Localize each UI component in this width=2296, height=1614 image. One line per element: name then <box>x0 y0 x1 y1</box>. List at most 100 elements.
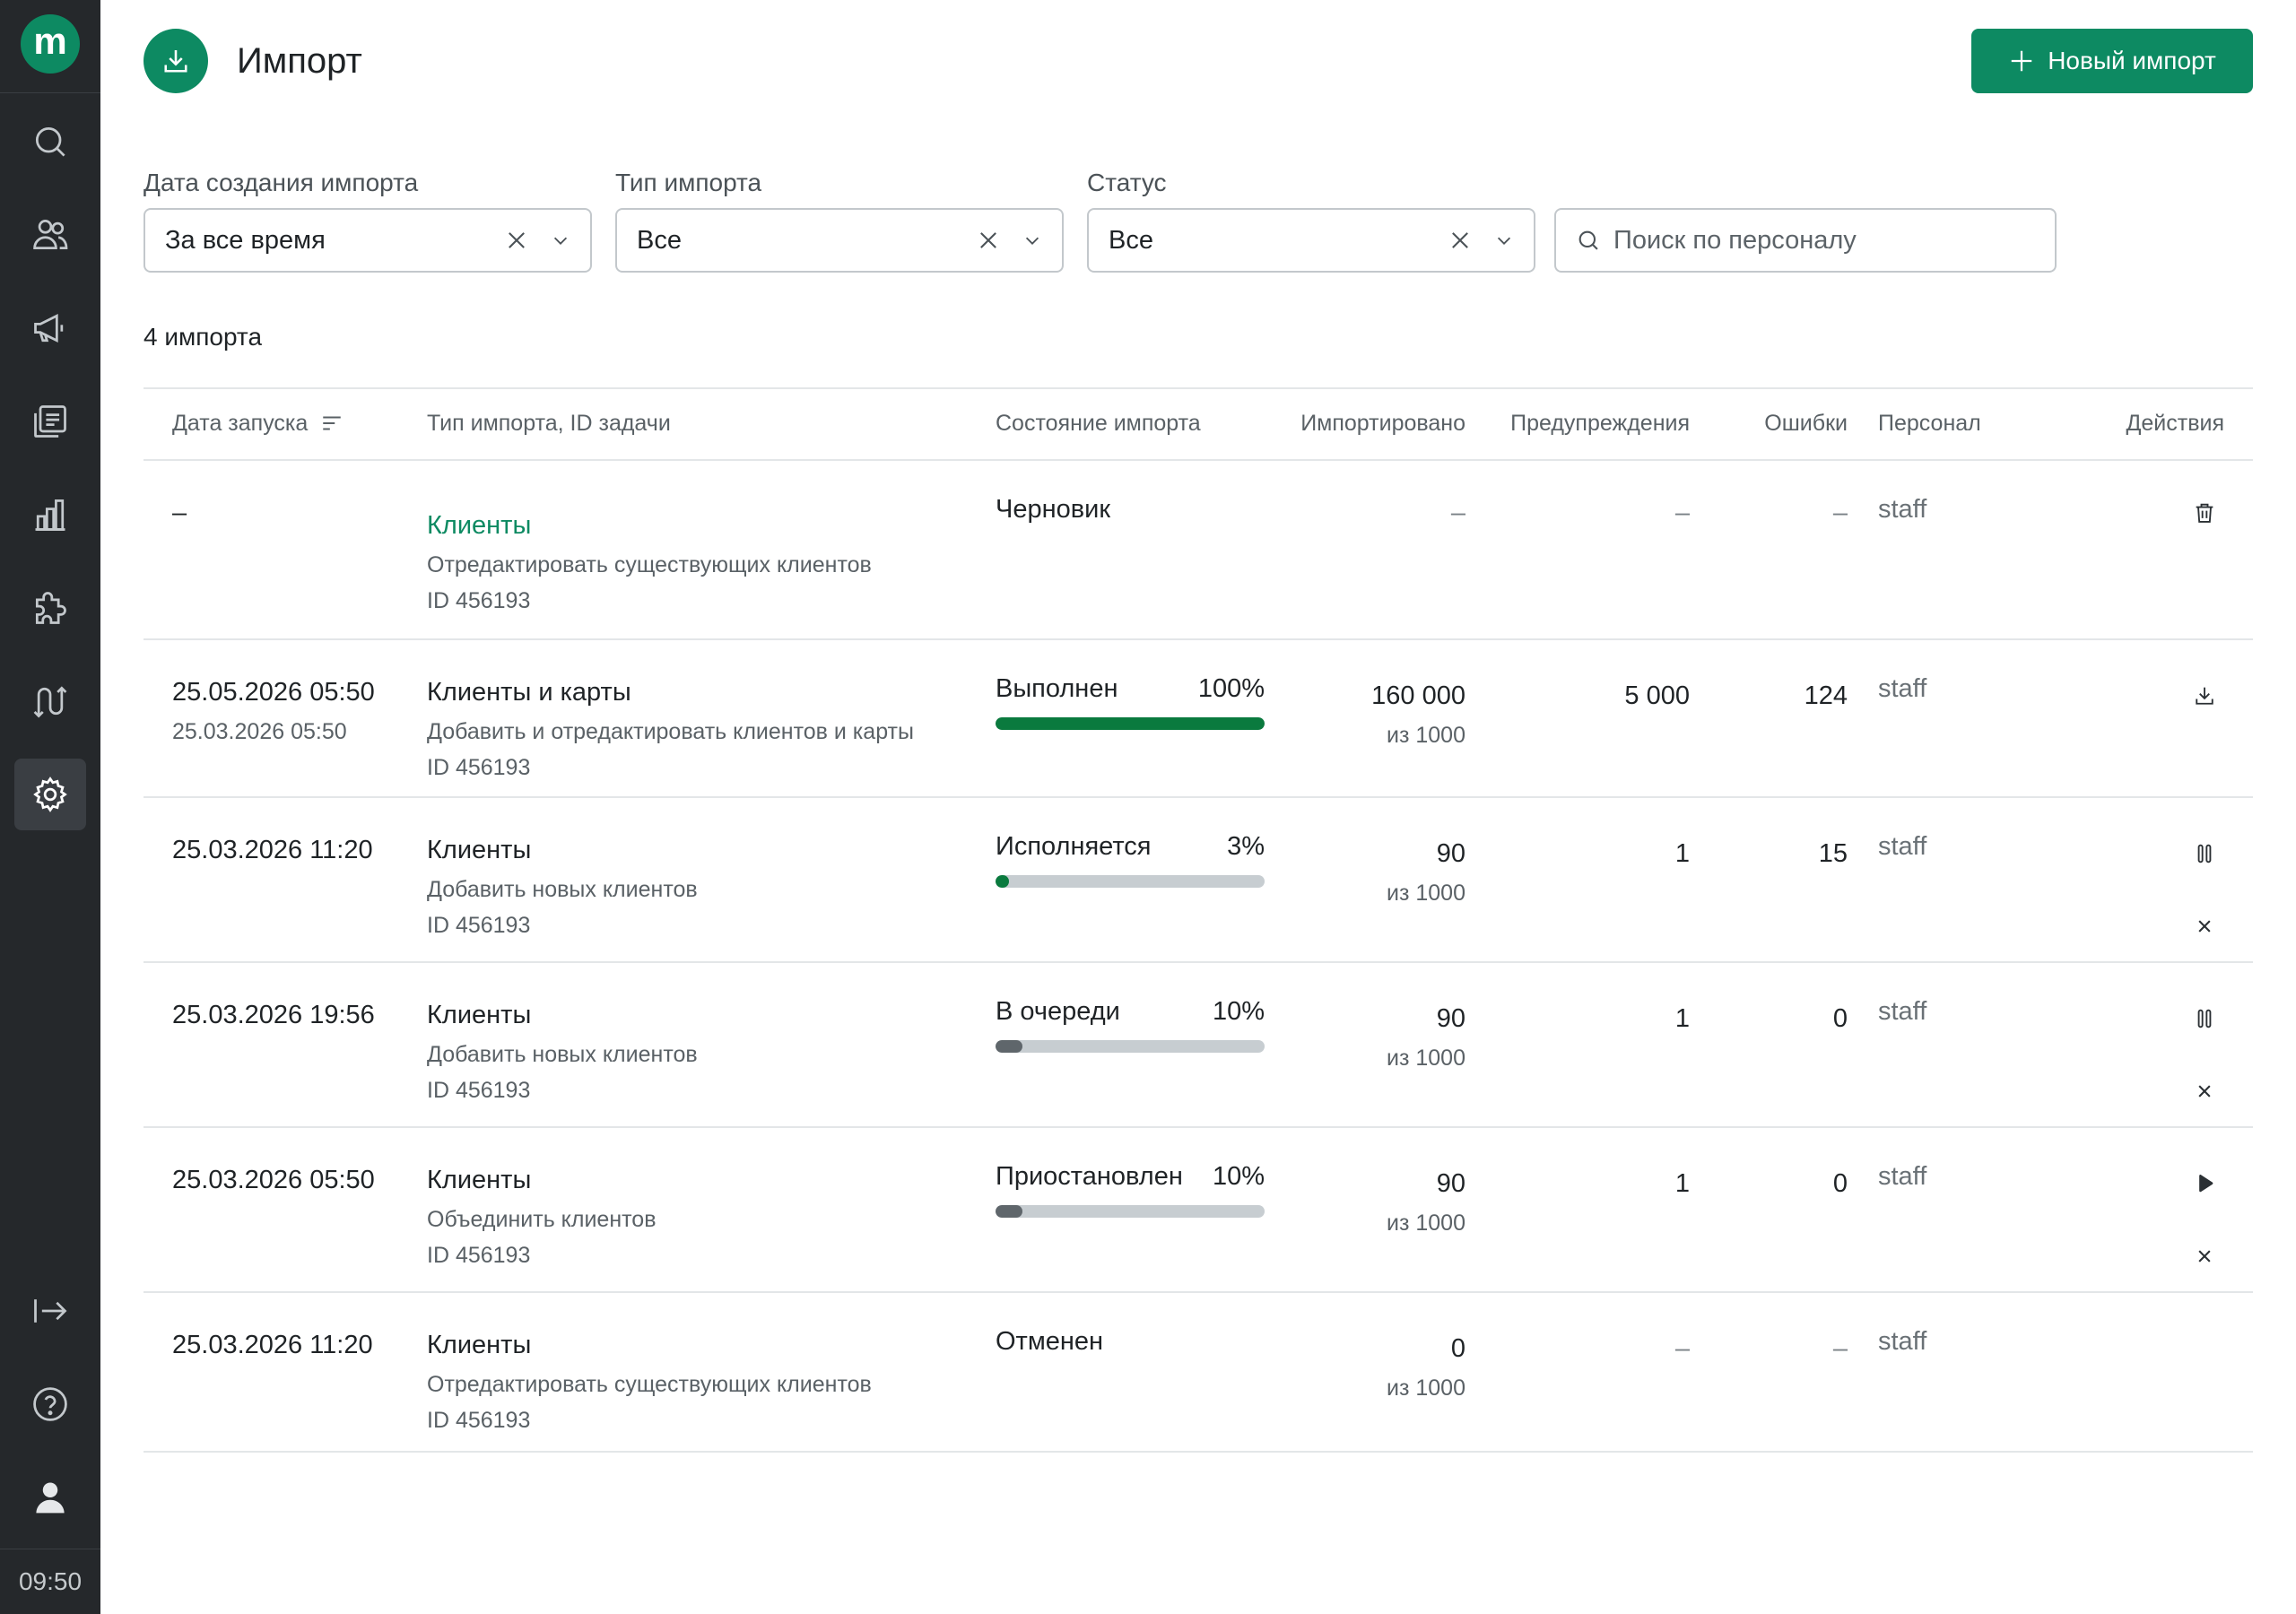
row-state: Приостановлен <box>996 1162 1183 1191</box>
plus-icon <box>2011 50 2032 72</box>
row-state: В очереди <box>996 997 1120 1026</box>
pause-icon <box>2192 1006 2217 1031</box>
sidebar-item-search[interactable] <box>14 106 86 178</box>
row-state: Отменен <box>996 1327 1104 1356</box>
row-staff[interactable]: staff <box>1878 1327 1927 1356</box>
row-progress-fill <box>996 717 1265 730</box>
row-action-play[interactable] <box>2187 1166 2222 1202</box>
row-border <box>144 1291 2253 1293</box>
col-header-imported: Импортировано <box>1300 411 1465 436</box>
row-border <box>144 961 2253 963</box>
row-type-link[interactable]: Клиенты <box>427 511 532 540</box>
sidebar-help[interactable] <box>14 1368 86 1440</box>
row-action-pause[interactable] <box>2187 1001 2222 1037</box>
sidebar-item-integrations[interactable] <box>14 572 86 644</box>
row-border <box>144 638 2253 640</box>
row-action-close[interactable] <box>2187 1238 2222 1274</box>
clear-icon[interactable] <box>504 228 529 253</box>
search-icon <box>35 126 65 157</box>
table-header-border <box>144 459 2253 461</box>
row-staff[interactable]: staff <box>1878 997 1927 1026</box>
app-logo[interactable]: m <box>21 14 80 74</box>
row-task-id: ID 456193 <box>427 913 531 938</box>
row-warnings: 5 000 <box>1624 681 1690 710</box>
sidebar-item-analytics[interactable] <box>14 479 86 551</box>
row-action-trash[interactable] <box>2187 495 2222 531</box>
row-description: Отредактировать существующих клиентов <box>427 1372 872 1397</box>
row-state: Черновик <box>996 495 1111 524</box>
row-errors: 15 <box>1818 839 1848 868</box>
row-task-id: ID 456193 <box>427 1078 531 1103</box>
help-icon <box>33 1387 67 1421</box>
clear-icon[interactable] <box>976 228 1001 253</box>
row-staff[interactable]: staff <box>1878 832 1927 861</box>
row-progress-fill <box>996 875 1009 888</box>
row-action-pause[interactable] <box>2187 836 2222 872</box>
row-errors: 124 <box>1804 681 1848 710</box>
sidebar-item-users[interactable] <box>14 199 86 271</box>
row-imported: 90 <box>1436 1004 1465 1033</box>
row-staff[interactable]: staff <box>1878 674 1927 703</box>
row-description: Добавить новых клиентов <box>427 877 698 902</box>
new-import-button[interactable]: Новый импорт <box>1971 29 2253 93</box>
clear-icon[interactable] <box>1448 228 1473 253</box>
row-description: Объединить клиентов <box>427 1207 657 1232</box>
row-description: Добавить и отредактировать клиентов и ка… <box>427 719 914 744</box>
row-warnings: 1 <box>1674 1004 1690 1033</box>
row-task-id: ID 456193 <box>427 1243 531 1268</box>
row-percent: 100% <box>1197 674 1265 703</box>
row-action-download[interactable] <box>2187 678 2222 714</box>
user-icon <box>36 1482 65 1514</box>
row-type: Клиенты <box>427 1331 532 1359</box>
row-date: 25.03.2026 11:20 <box>172 836 373 864</box>
staff-search-input[interactable] <box>1612 224 2028 256</box>
row-date: – <box>172 499 187 527</box>
row-date: 25.03.2026 19:56 <box>172 1001 375 1029</box>
row-type: Клиенты <box>427 1166 532 1194</box>
chevron-down-icon[interactable] <box>551 230 570 250</box>
new-import-label: Новый импорт <box>2048 47 2216 74</box>
arrow-right-to-bar-icon <box>34 1299 67 1323</box>
row-action-close[interactable] <box>2187 1073 2222 1109</box>
col-header-date-label: Дата запуска <box>172 411 309 436</box>
type-filter-select[interactable]: Все <box>615 208 1064 273</box>
sort-icon[interactable] <box>320 412 344 435</box>
sidebar-item-campaigns[interactable] <box>14 292 86 364</box>
row-staff[interactable]: staff <box>1878 1162 1927 1191</box>
download-icon <box>2192 683 2217 708</box>
trash-icon <box>2192 500 2217 525</box>
chevron-down-icon[interactable] <box>1022 230 1042 250</box>
row-imported-of: из 1000 <box>1387 1046 1465 1071</box>
sidebar: m 09:50 <box>0 0 100 1614</box>
staff-search[interactable] <box>1554 208 2057 273</box>
sidebar-item-settings[interactable] <box>14 759 86 830</box>
sidebar-item-lists[interactable] <box>14 386 86 457</box>
col-header-date[interactable]: Дата запуска <box>172 409 344 438</box>
row-state: Выполнен <box>996 674 1118 703</box>
date-filter-label: Дата создания импорта <box>144 169 419 196</box>
row-imported: 90 <box>1436 839 1465 868</box>
date-filter-select[interactable]: За все время <box>144 208 592 273</box>
sidebar-profile[interactable] <box>14 1462 86 1533</box>
row-imported-of: из 1000 <box>1387 1210 1465 1236</box>
row-imported-of: из 1000 <box>1387 1375 1465 1401</box>
col-header-staff: Персонал <box>1878 411 1981 436</box>
row-progress-bar <box>996 717 1265 730</box>
sidebar-divider <box>0 92 100 93</box>
row-border <box>144 1126 2253 1128</box>
row-warnings: – <box>1674 499 1690 527</box>
row-staff[interactable]: staff <box>1878 495 1927 524</box>
status-filter-select[interactable]: Все <box>1087 208 1535 273</box>
import-count: 4 импорта <box>144 323 263 351</box>
sidebar-item-journeys[interactable] <box>14 665 86 737</box>
row-border <box>144 1451 2253 1453</box>
row-imported-of: из 1000 <box>1387 723 1465 748</box>
row-imported: 0 <box>1450 1334 1465 1363</box>
chevron-down-icon[interactable] <box>1494 230 1514 250</box>
row-errors: – <box>1832 1334 1848 1363</box>
row-action-close[interactable] <box>2187 908 2222 944</box>
row-progress-fill <box>996 1040 1022 1053</box>
sidebar-expand[interactable] <box>14 1275 86 1347</box>
row-type: Клиенты и карты <box>427 678 631 707</box>
date-filter-value: За все время <box>165 225 326 255</box>
